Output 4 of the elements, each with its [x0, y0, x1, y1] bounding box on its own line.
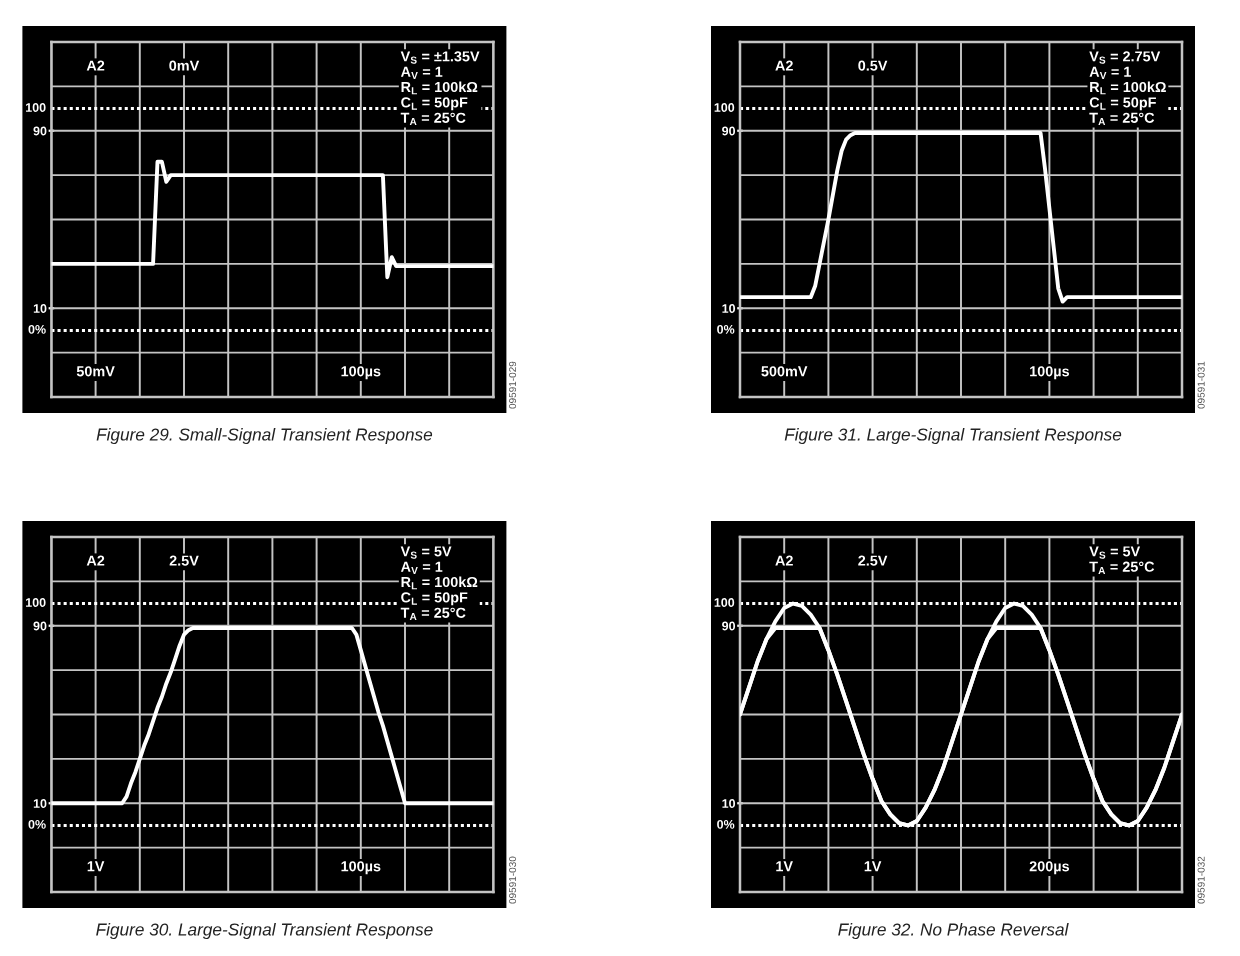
text: Figure 31. Large-Signal Transient Response — [784, 427, 1122, 445]
text: Figure 30. Large-Signal Transient Response — [96, 922, 433, 940]
text: Figure 29. Small-Signal Transient Response — [96, 427, 433, 445]
text: Figure 32. No Phase Reversal — [838, 922, 1069, 940]
